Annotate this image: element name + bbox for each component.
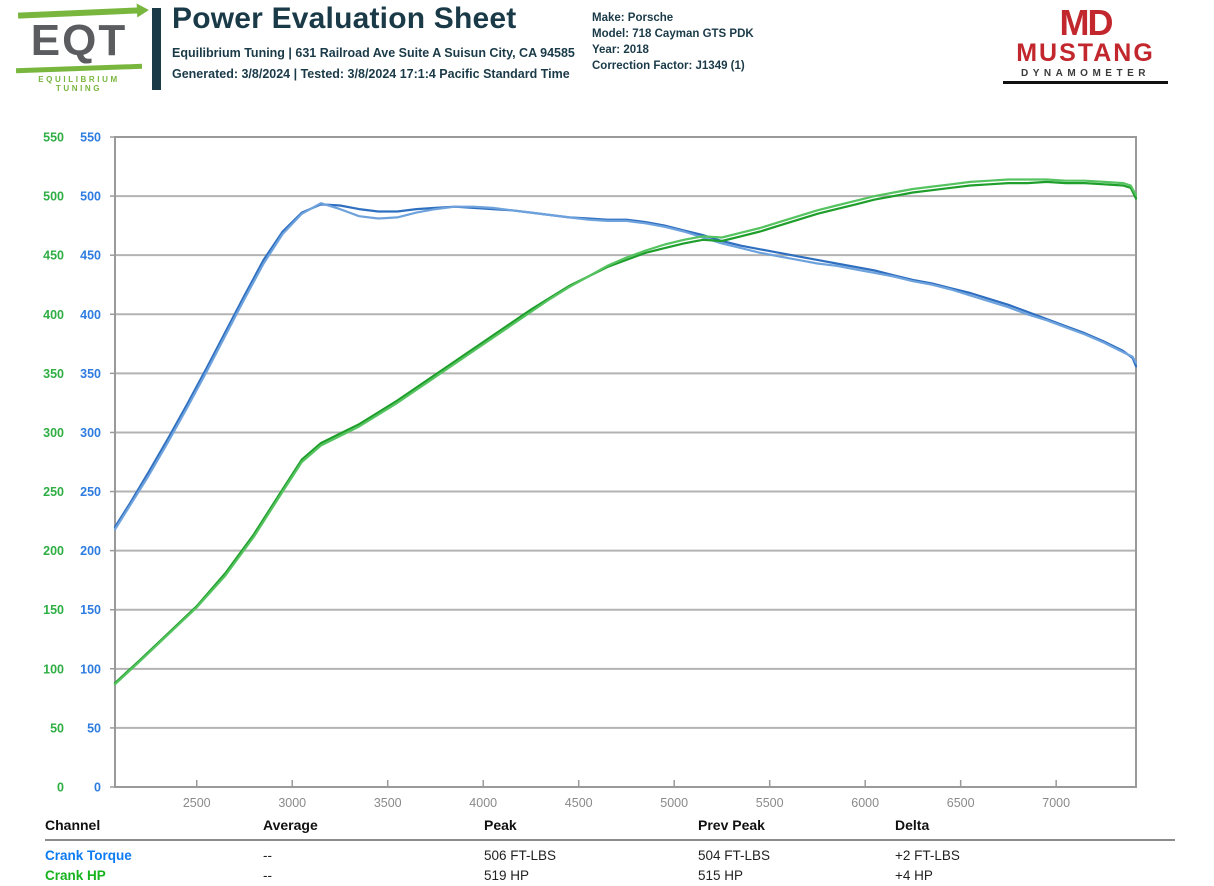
- y-axis-label-hp: 550: [43, 131, 64, 145]
- eqt-logo: EQT EQUILIBRIUM TUNING: [14, 7, 144, 93]
- eqt-wordmark: EQUILIBRIUM TUNING: [38, 75, 120, 93]
- torque-average: --: [263, 848, 272, 863]
- y-axis-label-torque: 550: [80, 131, 101, 145]
- vehicle-info: Make: Porsche Model: 718 Cayman GTS PDK …: [592, 10, 892, 74]
- generated-tested-line: Generated: 3/8/2024 | Tested: 3/8/2024 1…: [172, 67, 570, 81]
- y-axis-label-torque: 300: [80, 426, 101, 440]
- x-axis-label-rpm: 5000: [660, 796, 688, 810]
- vehicle-model: Model: 718 Cayman GTS PDK: [592, 28, 754, 40]
- x-axis-label-rpm: 3000: [278, 796, 306, 810]
- col-header-prev-peak: Prev Peak: [698, 817, 765, 833]
- table-header-rule: [45, 839, 1175, 841]
- eqt-monogram: EQT: [30, 16, 128, 65]
- y-axis-label-torque: 100: [80, 662, 101, 676]
- y-axis-label-torque: 250: [80, 485, 101, 499]
- page-title: Power Evaluation Sheet: [172, 2, 517, 35]
- hp-peak: 519 HP: [484, 868, 530, 883]
- correction-factor: Correction Factor: J1349 (1): [592, 60, 745, 72]
- series-line: [113, 178, 1138, 686]
- y-axis-label-hp: 500: [43, 190, 64, 204]
- col-header-channel: Channel: [45, 817, 101, 833]
- y-axis-label-hp: 0: [57, 781, 64, 795]
- y-axis-label-hp: 350: [43, 367, 64, 381]
- channel-label-torque: Crank Torque: [45, 848, 132, 863]
- torque-prev-peak: 504 FT-LBS: [698, 848, 771, 863]
- x-axis-label-rpm: 4000: [469, 796, 497, 810]
- col-header-peak: Peak: [484, 817, 517, 833]
- md-dynamometer-text: DYNAMOMETER: [1003, 66, 1168, 84]
- y-axis-label-torque: 200: [80, 544, 101, 558]
- channel-label-hp: Crank HP: [45, 868, 106, 883]
- torque-delta: +2 FT-LBS: [895, 848, 960, 863]
- col-header-average: Average: [263, 817, 318, 833]
- x-axis-label-rpm: 6500: [947, 796, 975, 810]
- y-axis-label-torque: 450: [80, 249, 101, 263]
- y-axis-label-hp: 200: [43, 544, 64, 558]
- hp-delta: +4 HP: [895, 868, 933, 883]
- y-axis-label-torque: 50: [87, 721, 101, 735]
- report-header: EQT EQUILIBRIUM TUNING Power Evaluation …: [0, 0, 1214, 110]
- y-axis-label-torque: 400: [80, 308, 101, 322]
- x-axis-label-rpm: 3500: [374, 796, 402, 810]
- hp-average: --: [263, 868, 272, 883]
- md-monogram: MD: [1059, 2, 1114, 43]
- torque-peak: 506 FT-LBS: [484, 848, 557, 863]
- table-row-crank-hp: Crank HP -- 519 HP 515 HP +4 HP: [45, 866, 1175, 886]
- title-divider-bar: [152, 8, 161, 90]
- y-axis-label-hp: 250: [43, 485, 64, 499]
- x-axis-label-rpm: 7000: [1042, 796, 1070, 810]
- y-axis-label-hp: 450: [43, 249, 64, 263]
- vehicle-year: Year: 2018: [592, 44, 649, 56]
- y-axis-label-torque: 0: [94, 781, 101, 795]
- series-line: [113, 202, 1138, 531]
- mustang-dynamometer-logo: MD MUSTANG DYNAMOMETER: [1003, 2, 1168, 84]
- vehicle-make: Make: Porsche: [592, 12, 674, 24]
- dyno-chart: 0 0 50 50 100 100 150 150 200 200 250 250 300 300 350 3…: [43, 131, 1138, 810]
- y-axis-label-torque: 350: [80, 367, 101, 381]
- x-axis-label-rpm: 4500: [565, 796, 593, 810]
- x-axis-label-rpm: 2500: [183, 796, 211, 810]
- x-axis-label-rpm: 6000: [851, 796, 879, 810]
- y-axis-label-torque: 150: [80, 603, 101, 617]
- hp-prev-peak: 515 HP: [698, 868, 744, 883]
- y-axis-label-hp: 100: [43, 662, 64, 676]
- series-line: [113, 203, 1138, 529]
- title-block: Power Evaluation Sheet Equilibrium Tunin…: [172, 2, 592, 81]
- y-axis-label-hp: 150: [43, 603, 64, 617]
- y-axis-label-hp: 400: [43, 308, 64, 322]
- y-axis-label-hp: 50: [50, 721, 64, 735]
- series-line: [113, 180, 1138, 685]
- y-axis-label-torque: 500: [80, 190, 101, 204]
- results-table-header: Channel Average Peak Prev Peak Delta: [45, 817, 1175, 839]
- table-row-crank-torque: Crank Torque -- 506 FT-LBS 504 FT-LBS +2…: [45, 846, 1175, 866]
- col-header-delta: Delta: [895, 817, 930, 833]
- company-address-line: Equilibrium Tuning | 631 Railroad Ave Su…: [172, 46, 575, 60]
- x-axis-label-rpm: 5500: [756, 796, 784, 810]
- results-table: Channel Average Peak Prev Peak Delta Cra…: [45, 817, 1175, 886]
- y-axis-label-hp: 300: [43, 426, 64, 440]
- md-mustang-text: MUSTANG: [1016, 39, 1155, 67]
